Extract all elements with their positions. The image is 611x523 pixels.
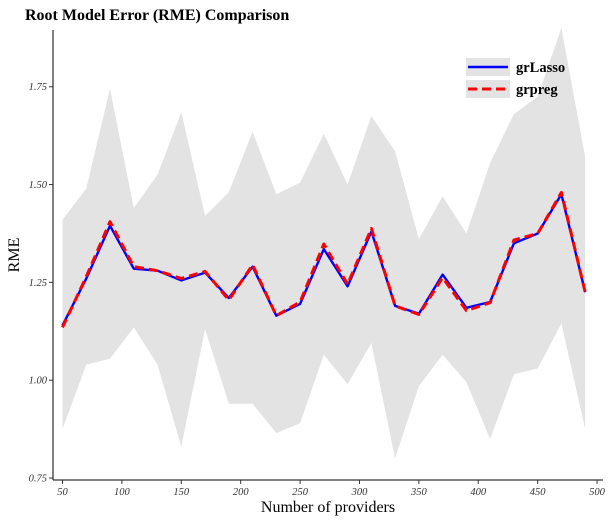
x-tick-label: 200 [233,487,250,498]
series-line-grpreg [61,190,587,329]
x-axis-label: Number of providers [261,499,395,516]
chart-title: Root Model Error (RME) Comparison [25,7,289,24]
x-tick-label: 100 [114,487,131,498]
x-tick-label: 450 [530,487,547,498]
x-tick-label: 150 [173,487,190,498]
y-tick-label: 1.25 [29,278,47,289]
x-axis-ticks: 50 100 150 200 250 300 350 400 450 500 [57,480,606,498]
y-axis-ticks: 0.75 1.00 1.25 1.50 1.75 [29,82,53,485]
x-tick-label: 500 [589,487,606,498]
y-tick-label: 1.00 [29,376,48,387]
x-tick-label: 50 [57,487,68,498]
y-tick-label: 1.50 [29,180,48,191]
x-tick-label: 400 [470,487,487,498]
x-tick-label: 300 [351,487,369,498]
legend-label-grlasso: grLasso [516,60,565,76]
series-lines [61,190,587,329]
y-tick-label: 1.75 [29,82,47,93]
plot-area [61,28,587,459]
legend-label-grpreg: grpreg [516,82,558,98]
legend: grLasso grpreg [466,58,565,98]
y-axis-label: RME [6,238,23,273]
x-tick-label: 350 [410,487,428,498]
x-tick-label: 250 [292,487,309,498]
y-tick-label: 0.75 [29,474,47,485]
